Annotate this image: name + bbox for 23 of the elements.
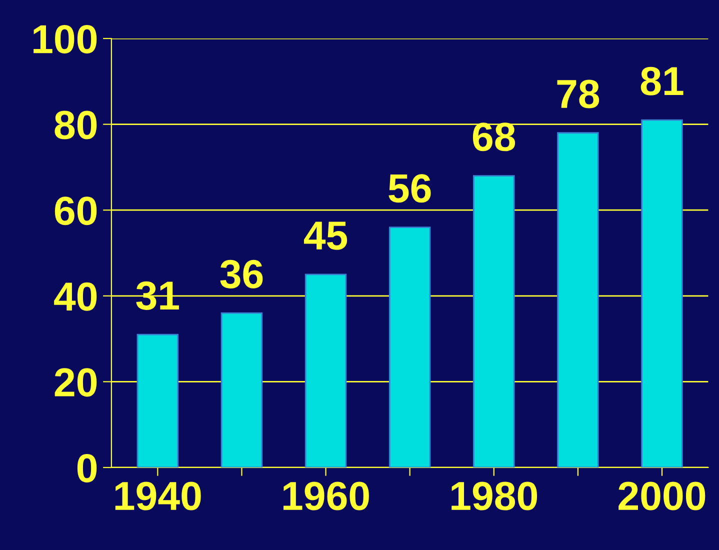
y-tick-label: 20 [54, 368, 97, 397]
bar [388, 226, 431, 468]
y-tick-label: 0 [77, 454, 97, 482]
data-label: 68 [472, 122, 516, 152]
bar [557, 132, 599, 468]
data-label: 56 [388, 174, 431, 203]
x-tick-label: 1960 [284, 482, 369, 510]
data-label: 78 [557, 80, 600, 108]
data-label: 36 [220, 260, 263, 288]
data-label: 45 [304, 222, 348, 250]
y-tick-label: 60 [54, 196, 97, 226]
bar [473, 175, 515, 468]
y-tick-label: 80 [54, 110, 97, 140]
bar [304, 274, 347, 468]
bar [136, 334, 179, 468]
bar [220, 312, 263, 468]
x-tick-label: 1980 [452, 482, 538, 510]
y-tick-label: 40 [54, 282, 97, 311]
x-tick-label: 1940 [115, 482, 201, 510]
data-label: 81 [640, 66, 684, 96]
y-tick-label: 100 [34, 24, 97, 54]
bar [641, 119, 683, 468]
x-tick-label: 2000 [618, 482, 706, 510]
